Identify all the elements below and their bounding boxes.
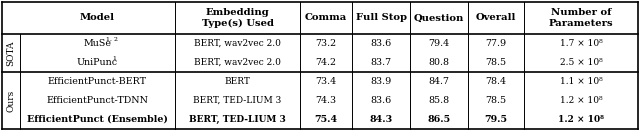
Text: 85.8: 85.8	[428, 96, 449, 105]
Text: BERT, TED-LIUM 3: BERT, TED-LIUM 3	[193, 96, 282, 105]
Text: 1.2 × 10⁸: 1.2 × 10⁸	[558, 115, 604, 124]
Text: 74.3: 74.3	[316, 96, 337, 105]
Text: MuSe: MuSe	[83, 39, 111, 48]
Text: BERT: BERT	[225, 77, 250, 86]
Text: 74.2: 74.2	[316, 58, 337, 67]
Text: Comma: Comma	[305, 13, 347, 23]
Text: 78.5: 78.5	[485, 96, 507, 105]
Text: EfficientPunct-BERT: EfficientPunct-BERT	[48, 77, 147, 86]
Text: Overall: Overall	[476, 13, 516, 23]
Text: 77.9: 77.9	[485, 39, 507, 48]
Text: 84.7: 84.7	[429, 77, 449, 86]
Text: 83.7: 83.7	[371, 58, 392, 67]
Text: 1, 2: 1, 2	[106, 37, 118, 42]
Text: Embedding
Type(s) Used: Embedding Type(s) Used	[202, 8, 273, 28]
Text: 78.5: 78.5	[485, 58, 507, 67]
Text: 2.5 × 10⁸: 2.5 × 10⁸	[559, 58, 602, 67]
Text: 83.6: 83.6	[371, 39, 392, 48]
Text: EfficientPunct-TDNN: EfficientPunct-TDNN	[47, 96, 148, 105]
Text: BERT, wav2vec 2.0: BERT, wav2vec 2.0	[194, 39, 281, 48]
Text: 73.2: 73.2	[316, 39, 337, 48]
Text: 86.5: 86.5	[428, 115, 451, 124]
Text: Ours: Ours	[6, 89, 15, 112]
Text: 1.2 × 10⁸: 1.2 × 10⁸	[560, 96, 602, 105]
Text: 83.6: 83.6	[371, 96, 392, 105]
Text: 80.8: 80.8	[429, 58, 449, 67]
Text: 78.4: 78.4	[486, 77, 506, 86]
Text: 79.5: 79.5	[484, 115, 508, 124]
Text: Model: Model	[80, 13, 115, 23]
Text: BERT, TED-LIUM 3: BERT, TED-LIUM 3	[189, 115, 286, 124]
Text: Full Stop: Full Stop	[355, 13, 406, 23]
Text: 1.1 × 10⁸: 1.1 × 10⁸	[559, 77, 602, 86]
Text: 83.9: 83.9	[371, 77, 392, 86]
Text: BERT, wav2vec 2.0: BERT, wav2vec 2.0	[194, 58, 281, 67]
Text: 75.4: 75.4	[314, 115, 337, 124]
Text: UniPunc: UniPunc	[77, 58, 118, 67]
Text: Number of
Parameters: Number of Parameters	[548, 8, 613, 28]
Text: SOTA: SOTA	[6, 40, 15, 66]
Text: 1: 1	[112, 56, 116, 61]
Text: 84.3: 84.3	[369, 115, 392, 124]
Text: 73.4: 73.4	[316, 77, 337, 86]
Text: 1.7 × 10⁸: 1.7 × 10⁸	[559, 39, 602, 48]
Text: EfficientPunct (Ensemble): EfficientPunct (Ensemble)	[27, 115, 168, 124]
Text: Question: Question	[414, 13, 464, 23]
Text: 79.4: 79.4	[428, 39, 449, 48]
